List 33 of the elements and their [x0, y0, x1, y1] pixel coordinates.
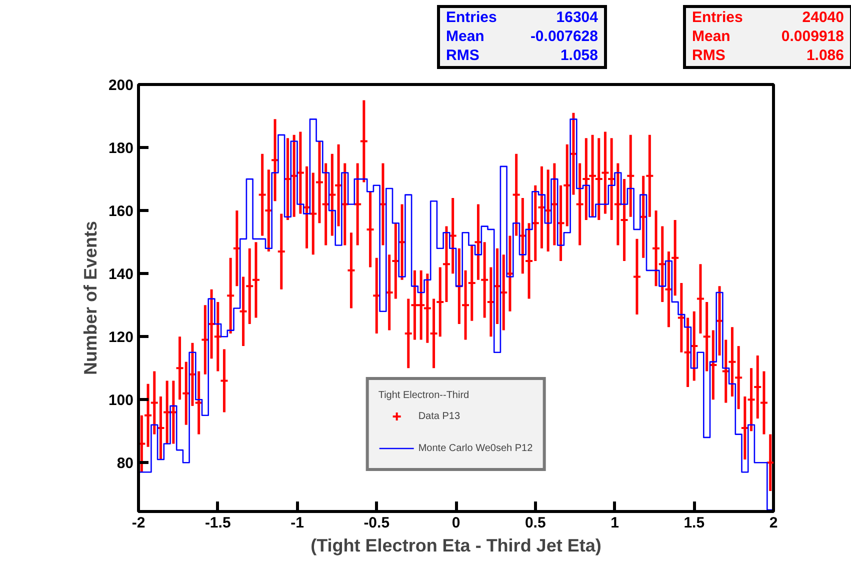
legend-label: Monte Carlo We0seh P12: [418, 442, 533, 454]
text: Entries: [446, 8, 498, 27]
x-tick-label: -1.5: [204, 514, 231, 532]
y-tick-label: 80: [116, 455, 134, 472]
text: RMS: [692, 46, 726, 65]
legend-title: Tight Electron--Third: [378, 390, 470, 401]
text: -0.007628: [529, 27, 598, 46]
y-tick-label: 140: [108, 266, 134, 284]
text: Mean: [446, 27, 486, 46]
y-tick-label: 200: [108, 77, 134, 94]
x-axis-title: (Tight Electron Eta - Third Jet Eta): [310, 536, 602, 556]
text: RMS: [446, 46, 480, 65]
x-tick-label: -1: [290, 514, 304, 532]
y-axis-title: Number of Events: [80, 220, 100, 376]
text: 1.086: [805, 46, 844, 65]
text: Mean: [692, 27, 732, 46]
y-tick-label: 120: [108, 329, 134, 346]
y-tick-label: 100: [108, 392, 134, 410]
legend-label: Data P13: [418, 410, 460, 422]
text: 0.009918: [780, 27, 844, 46]
y-tick-label: 160: [108, 203, 134, 220]
text: 16304: [555, 8, 598, 27]
x-tick-label: 2: [769, 514, 778, 532]
y-tick-label: 180: [108, 140, 134, 158]
text: 24040: [801, 8, 844, 27]
text: 1.058: [559, 46, 598, 65]
x-tick-label: -0.5: [364, 514, 390, 532]
x-tick-label: -2: [132, 514, 146, 532]
x-tick-label: 0: [452, 514, 460, 532]
x-tick-label: 0.5: [524, 514, 546, 532]
text: Entries: [692, 8, 744, 27]
x-tick-label: 1: [610, 514, 619, 532]
x-tick-label: 1.5: [684, 514, 705, 532]
